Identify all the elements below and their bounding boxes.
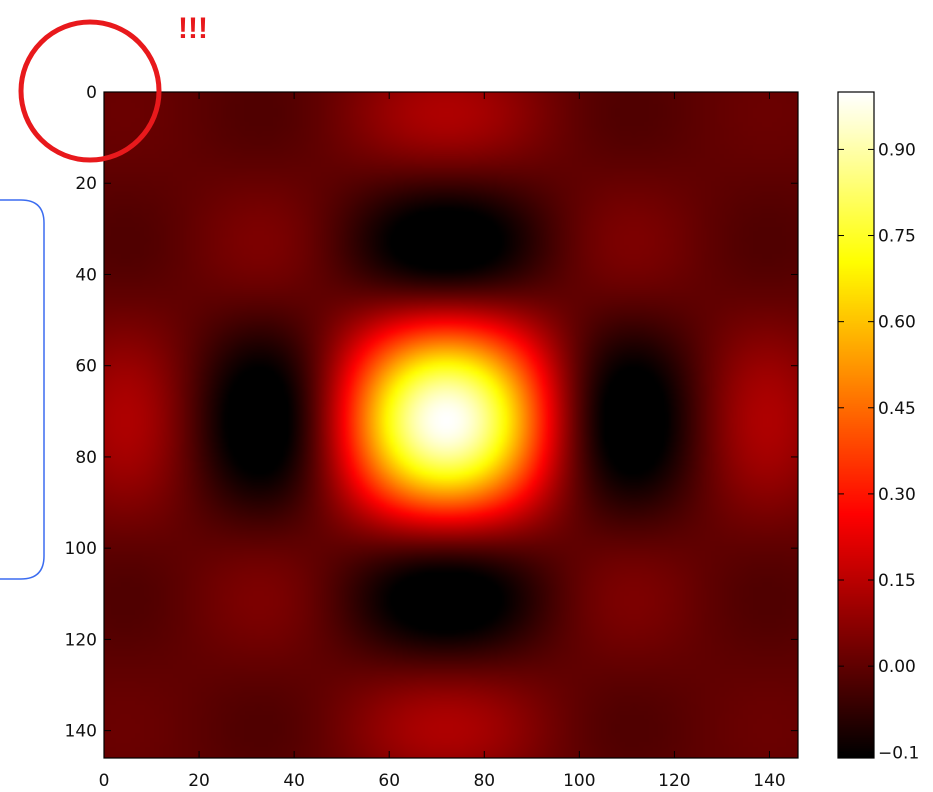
colorbar-tick-label: 0.75 [878,227,916,247]
colorbar-tick-label: 0.30 [878,485,916,505]
y-axis: 0 20 40 60 80 100 120 140 [65,83,798,742]
x-axis: 0 20 40 60 80 100 120 140 [99,92,786,791]
colorbar-tick-label: 0.45 [878,399,916,419]
callout-bracket [0,199,45,580]
x-tick-label: 20 [188,771,210,791]
plot-frame [103,91,799,759]
colorbar-tick-label: 0.00 [878,657,916,677]
y-tick-label: 100 [65,539,97,559]
y-tick-label: 0 [86,83,97,103]
highlight-circle [18,19,162,163]
x-tick-label: 120 [658,771,690,791]
y-tick-label: 80 [75,448,97,468]
x-tick-label: 140 [753,771,785,791]
x-tick-label: 0 [99,771,110,791]
y-tick-label: 20 [75,174,97,194]
exclamation-mark-label: !!! [178,12,208,45]
colorbar-frame [837,91,875,759]
colorbar-gradient [838,92,874,758]
x-tick-label: 80 [473,771,495,791]
colorbar-tick-label: 0.15 [878,571,916,591]
heatmap-image [104,92,798,758]
x-tick-label: 40 [283,771,305,791]
colorbar-tick-label: 0.60 [878,313,916,333]
y-tick-label: 140 [65,722,97,742]
y-tick-label: 60 [75,357,97,377]
x-tick-label: 100 [563,771,595,791]
y-tick-label: 120 [65,630,97,650]
annotation-layer: !!! [0,12,208,580]
y-tick-label: 40 [75,265,97,285]
colorbar-tick-label: −0.1 [878,743,919,763]
colorbar-axis: 0.90 0.75 0.60 0.45 0.30 0.15 0.00 −0.1 [838,140,919,763]
colorbar-tick-label: 0.90 [878,140,916,160]
x-tick-label: 60 [378,771,400,791]
